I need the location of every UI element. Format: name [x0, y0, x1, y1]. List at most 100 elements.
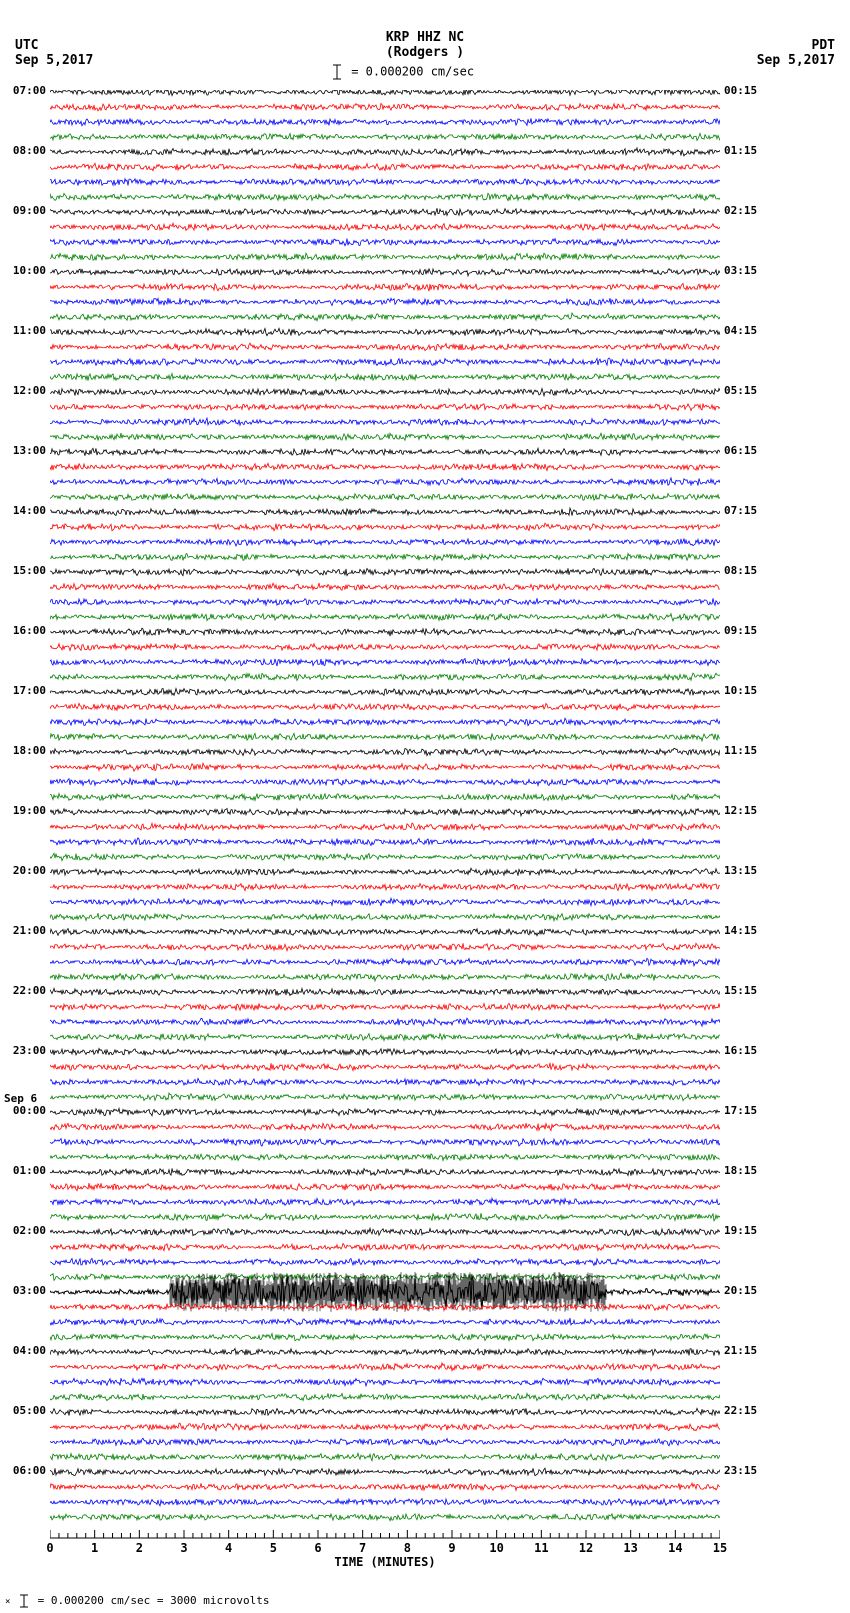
- seismic-trace: [50, 1438, 720, 1446]
- x-tick-label: 6: [314, 1541, 321, 1555]
- seismic-trace: [50, 1423, 720, 1431]
- right-time-label: 12:15: [724, 804, 757, 817]
- seismic-trace: [50, 1393, 720, 1400]
- seismic-trace: [50, 733, 720, 741]
- seismic-trace: [50, 508, 720, 515]
- left-time-label: 01:00: [13, 1164, 46, 1177]
- left-time-label: 19:00: [13, 804, 46, 817]
- left-time-label: 07:00: [13, 84, 46, 97]
- x-tick-label: 13: [623, 1541, 637, 1555]
- seismic-trace: [50, 644, 720, 651]
- seismic-trace: [50, 1018, 720, 1026]
- seismic-trace: [50, 90, 720, 96]
- seismic-trace: [50, 1063, 720, 1071]
- left-time-label: 22:00: [13, 984, 46, 997]
- seismic-trace: [50, 1003, 720, 1010]
- seismic-trace: [50, 794, 720, 801]
- seismic-trace: [50, 1049, 720, 1056]
- seismic-trace: [50, 718, 720, 725]
- x-tick-label: 7: [359, 1541, 366, 1555]
- seismic-trace: [50, 1033, 720, 1041]
- right-time-label: 03:15: [724, 264, 757, 277]
- left-time-label: 23:00: [13, 1044, 46, 1057]
- footer-scale: × = 0.000200 cm/sec = 3000 microvolts: [5, 1594, 269, 1608]
- left-time-label: 17:00: [13, 684, 46, 697]
- scale-marker: = 0.000200 cm/sec: [330, 63, 474, 81]
- seismic-trace: [50, 1483, 720, 1490]
- right-time-label: 00:15: [724, 84, 757, 97]
- right-time-label: 23:15: [724, 1464, 757, 1477]
- x-tick-label: 15: [713, 1541, 727, 1555]
- x-tick-label: 5: [270, 1541, 277, 1555]
- seismic-trace: [50, 1213, 720, 1221]
- x-axis-title: TIME (MINUTES): [50, 1555, 720, 1569]
- seismic-trace: [50, 163, 720, 170]
- seismic-trace: [50, 1168, 720, 1175]
- right-time-label: 09:15: [724, 624, 757, 637]
- right-time-label: 15:15: [724, 984, 757, 997]
- right-time-label: 06:15: [724, 444, 757, 457]
- seismic-trace: [50, 973, 720, 981]
- seismic-trace: [50, 1078, 720, 1085]
- seismic-trace: [50, 779, 720, 786]
- seismic-trace: [50, 418, 720, 425]
- seismic-trace: [50, 748, 720, 755]
- plot-title: KRP HHZ NC: [0, 30, 850, 45]
- seismic-trace: [50, 703, 720, 710]
- seismic-trace: [50, 1139, 720, 1147]
- left-time-label: 00:00: [13, 1104, 46, 1117]
- right-time-label: 20:15: [724, 1284, 757, 1297]
- seismic-trace: [50, 628, 720, 636]
- left-time-label: 14:00: [13, 504, 46, 517]
- left-time-label: 18:00: [13, 744, 46, 757]
- left-time-label: 03:00: [13, 1284, 46, 1297]
- seismic-trace: [50, 568, 720, 575]
- left-time-label: 06:00: [13, 1464, 46, 1477]
- x-tick-label: 14: [668, 1541, 682, 1555]
- seismic-trace: [50, 343, 720, 351]
- right-time-label: 11:15: [724, 744, 757, 757]
- seismic-trace: [50, 448, 720, 455]
- seismic-trace: [50, 884, 720, 891]
- left-time-label: 15:00: [13, 564, 46, 577]
- seismic-trace: [50, 673, 720, 681]
- seismic-trace: [50, 373, 720, 380]
- seismic-trace: [50, 179, 720, 186]
- right-time-label: 22:15: [724, 1404, 757, 1417]
- seismic-trace: [50, 1093, 720, 1100]
- seismic-trace: [50, 523, 720, 531]
- seismic-trace: [50, 1514, 720, 1521]
- seismic-trace: [50, 689, 720, 696]
- x-tick-label: 0: [46, 1541, 53, 1555]
- left-time-label: 10:00: [13, 264, 46, 277]
- right-time-label: 19:15: [724, 1224, 757, 1237]
- x-tick-label: 9: [448, 1541, 455, 1555]
- seismic-trace: [50, 239, 720, 246]
- seismic-trace: [50, 1183, 720, 1191]
- seismic-trace: [50, 1349, 720, 1356]
- seismic-trace: [50, 554, 720, 561]
- seismic-trace: [50, 104, 720, 111]
- right-time-label: 01:15: [724, 144, 757, 157]
- seismic-trace: [50, 1108, 720, 1115]
- seismic-trace: [50, 223, 720, 230]
- seismic-trace: [50, 404, 720, 411]
- seismic-trace: [50, 1154, 720, 1161]
- seismogram-svg: [50, 90, 720, 1530]
- seismic-trace: [50, 1378, 720, 1386]
- seismic-trace: [50, 659, 720, 666]
- right-time-label: 16:15: [724, 1044, 757, 1057]
- x-axis-ticks-svg: [50, 1530, 720, 1542]
- x-tick-label: 3: [180, 1541, 187, 1555]
- seismic-trace: [50, 1243, 720, 1250]
- right-time-label: 18:15: [724, 1164, 757, 1177]
- right-time-label: 13:15: [724, 864, 757, 877]
- left-time-label: 08:00: [13, 144, 46, 157]
- seismic-trace: [50, 1408, 720, 1415]
- left-time-label: 02:00: [13, 1224, 46, 1237]
- seismic-trace: [50, 809, 720, 816]
- seismogram-container: UTC Sep 5,2017 PDT Sep 5,2017 KRP HHZ NC…: [0, 0, 850, 1613]
- seismic-trace: [50, 148, 720, 156]
- date-marker: Sep 6: [4, 1092, 37, 1105]
- seismic-trace: [50, 283, 720, 291]
